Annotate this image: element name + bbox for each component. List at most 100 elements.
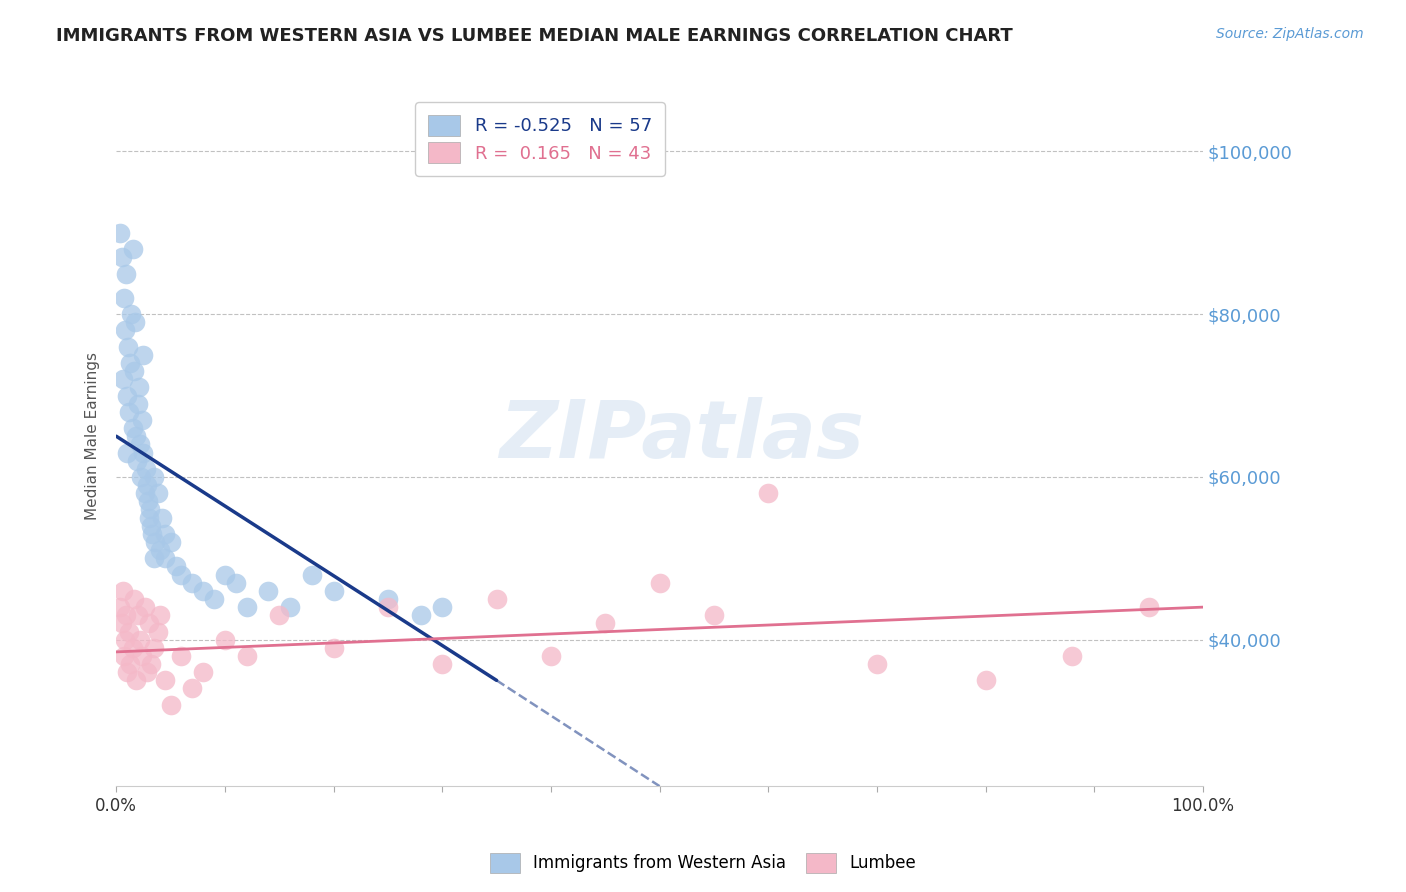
Point [170,567,193,582]
Y-axis label: Median Male Earnings: Median Male Earnings [86,352,100,520]
Point [193,583,215,598]
Point [129,632,152,647]
Point [146,624,169,639]
Point [202,592,225,607]
Text: IMMIGRANTS FROM WESTERN ASIA VS LUMBEE MEDIAN MALE EARNINGS CORRELATION CHART: IMMIGRANTS FROM WESTERN ASIA VS LUMBEE M… [56,27,1012,45]
Point [756,486,779,500]
Point [181,681,204,696]
Point [115,665,138,680]
Point [485,592,508,607]
Point [257,583,280,598]
Point [1062,648,1084,663]
Point [121,640,143,655]
Point [127,397,149,411]
Point [235,648,257,663]
Point [108,226,131,240]
Point [128,380,150,394]
Point [301,567,323,582]
Point [115,267,138,281]
Point [193,665,215,680]
Point [170,648,193,663]
Point [138,510,160,524]
Point [150,510,173,524]
Point [214,567,236,582]
Point [377,592,399,607]
Text: Source: ZipAtlas.com: Source: ZipAtlas.com [1216,27,1364,41]
Point [235,600,257,615]
Point [120,657,142,671]
Point [114,632,136,647]
Point [648,575,671,590]
Point [134,600,156,615]
Text: ZIPatlas: ZIPatlas [499,397,863,475]
Point [432,600,454,615]
Point [120,356,142,370]
Point [115,445,138,459]
Point [122,592,145,607]
Point [269,608,291,623]
Point [149,543,172,558]
Point [114,323,136,337]
Point [111,583,134,598]
Point [138,616,160,631]
Point [593,616,616,631]
Point [135,462,157,476]
Point [135,665,157,680]
Point [125,673,148,688]
Point [121,242,143,256]
Point [117,340,139,354]
Point [159,535,181,549]
Point [134,486,156,500]
Point [1137,600,1160,615]
Point [409,608,432,623]
Point [111,372,134,386]
Point [121,307,143,321]
Point [278,600,301,615]
Point [143,640,166,655]
Point [146,486,169,500]
Point [125,429,148,443]
Point [974,673,997,688]
Point [153,673,176,688]
Point [165,559,187,574]
Point [153,527,176,541]
Point [141,527,163,541]
Point [132,445,155,459]
Point [129,437,152,451]
Point [132,348,155,362]
Point [143,470,166,484]
Point [122,364,145,378]
Point [111,616,134,631]
Point [131,413,153,427]
Point [145,535,167,549]
Point [124,315,146,329]
Point [322,583,344,598]
Point [377,600,399,615]
Point [129,470,152,484]
Point [139,657,162,671]
Point [121,421,143,435]
Point [153,551,176,566]
Legend: R = -0.525   N = 57, R =  0.165   N = 43: R = -0.525 N = 57, R = 0.165 N = 43 [415,103,665,176]
Point [118,624,141,639]
Point [139,518,162,533]
Point [131,648,153,663]
Point [149,608,172,623]
Point [143,551,166,566]
Point [866,657,889,671]
Point [214,632,236,647]
Point [127,608,149,623]
Point [111,250,134,264]
Point [125,453,148,467]
Point [159,698,181,712]
Point [540,648,562,663]
Point [112,648,135,663]
Point [118,405,141,419]
Point [115,608,138,623]
Point [135,478,157,492]
Point [322,640,344,655]
Point [115,388,138,402]
Point [112,291,135,305]
Point [139,502,162,516]
Point [225,575,247,590]
